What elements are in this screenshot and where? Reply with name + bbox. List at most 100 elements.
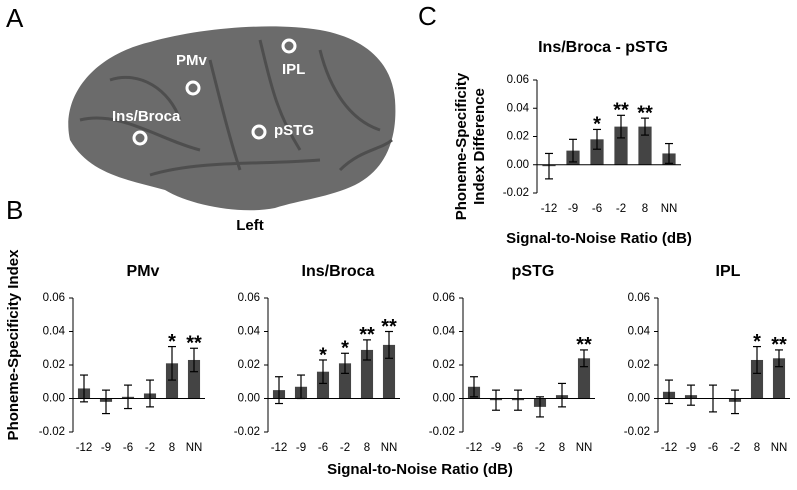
x-tick-label: -12	[76, 442, 93, 454]
significance-label: *	[319, 344, 327, 366]
significance-label: *	[593, 114, 601, 136]
electrode-marker	[251, 124, 267, 140]
x-tick-label: -2	[145, 442, 155, 454]
bar	[165, 363, 179, 399]
electrode-marker	[132, 130, 148, 146]
x-axis-label: Signal-to-Noise Ratio (dB)	[327, 461, 513, 478]
significance-label: **	[576, 334, 592, 356]
x-tick-label: 8	[169, 442, 175, 454]
y-tick-label: 0.02	[628, 359, 650, 371]
y-tick-label: 0.04	[238, 326, 261, 338]
region-label: IPL	[282, 61, 305, 78]
x-tick-label: -6	[708, 442, 718, 454]
panel-label: C	[418, 1, 437, 31]
x-tick-label: -6	[592, 203, 602, 215]
y-tick-label: 0.04	[43, 326, 66, 338]
electrode-marker	[185, 80, 201, 96]
chart-title: pSTG	[512, 263, 555, 280]
bar	[360, 349, 374, 399]
chart-title: Ins/Broca - pSTG	[538, 39, 668, 56]
bar	[638, 126, 652, 165]
x-tick-label: 8	[754, 442, 760, 454]
panel-label: B	[6, 195, 23, 225]
significance-label: **	[359, 324, 375, 346]
x-tick-label: 8	[559, 442, 565, 454]
chart-title: IPL	[716, 263, 741, 280]
x-tick-label: -9	[491, 442, 501, 454]
y-tick-label: 0.06	[43, 292, 65, 304]
x-tick-label: NN	[186, 442, 203, 454]
hemisphere-label: Left	[236, 217, 264, 234]
x-tick-label: -9	[686, 442, 696, 454]
x-tick-label: -12	[661, 442, 678, 454]
bar	[772, 358, 786, 399]
y-tick-label: 0.06	[238, 292, 260, 304]
y-tick-label: 0.00	[507, 159, 529, 171]
chart-title: Ins/Broca	[302, 263, 375, 280]
brain-shape	[68, 26, 396, 211]
significance-label: **	[186, 333, 202, 355]
y-tick-label: 0.04	[628, 326, 651, 338]
bar	[577, 358, 591, 399]
brain-image: PMv IPL Ins/Broca pSTG	[68, 26, 396, 211]
y-axis-label: Index Difference	[471, 88, 488, 205]
x-tick-label: -2	[730, 442, 740, 454]
brain-sulci	[79, 39, 393, 177]
significance-label: **	[381, 316, 397, 338]
x-tick-label: -9	[568, 203, 578, 215]
y-tick-label: 0.00	[433, 393, 455, 405]
x-tick-label: -9	[101, 442, 111, 454]
x-tick-label: NN	[381, 442, 398, 454]
x-tick-label: -12	[466, 442, 483, 454]
x-tick-label: -9	[296, 442, 306, 454]
significance-label: **	[613, 100, 629, 122]
y-tick-label: 0.00	[628, 393, 650, 405]
y-tick-label: 0.00	[238, 393, 260, 405]
y-tick-label: -0.02	[234, 426, 260, 438]
x-tick-label: NN	[771, 442, 788, 454]
bar	[187, 359, 201, 399]
x-tick-label: 8	[364, 442, 370, 454]
bar	[590, 139, 604, 165]
significance-label: *	[168, 331, 176, 353]
x-tick-label: -2	[616, 203, 626, 215]
significance-label: *	[341, 338, 349, 360]
region-label: PMv	[176, 52, 208, 69]
x-tick-label: -6	[318, 442, 328, 454]
panel-label: A	[6, 3, 24, 33]
significance-label: **	[637, 102, 653, 124]
electrode-marker	[281, 38, 297, 54]
chart-title: PMv	[127, 263, 160, 280]
y-tick-label: 0.06	[433, 292, 455, 304]
x-tick-label: -12	[541, 203, 558, 215]
x-axis-label: Signal-to-Noise Ratio (dB)	[506, 230, 692, 247]
x-tick-label: NN	[576, 442, 593, 454]
y-tick-label: 0.04	[433, 326, 456, 338]
y-axis-label: Phoneme-Specificity	[453, 72, 470, 220]
y-tick-label: 0.02	[238, 359, 260, 371]
x-tick-label: 8	[642, 203, 648, 215]
bar	[316, 371, 330, 399]
bar	[338, 363, 352, 399]
y-tick-label: -0.02	[39, 426, 65, 438]
bar	[750, 359, 764, 399]
region-label: pSTG	[274, 122, 314, 139]
x-tick-label: -12	[271, 442, 288, 454]
y-tick-label: 0.02	[433, 359, 455, 371]
y-axis-label: Phoneme-Specificity Index	[5, 249, 22, 441]
x-tick-label: -2	[340, 442, 350, 454]
x-tick-label: -2	[535, 442, 545, 454]
y-tick-label: 0.02	[507, 131, 529, 143]
y-tick-label: 0.00	[43, 393, 65, 405]
y-tick-label: 0.06	[507, 74, 529, 86]
x-tick-label: -6	[123, 442, 133, 454]
bar	[614, 126, 628, 165]
significance-label: *	[753, 331, 761, 353]
region-label: Ins/Broca	[112, 108, 181, 125]
y-tick-label: 0.02	[43, 359, 65, 371]
y-tick-label: -0.02	[624, 426, 650, 438]
y-tick-label: -0.02	[429, 426, 455, 438]
y-tick-label: -0.02	[503, 187, 529, 199]
x-tick-label: NN	[661, 203, 678, 215]
